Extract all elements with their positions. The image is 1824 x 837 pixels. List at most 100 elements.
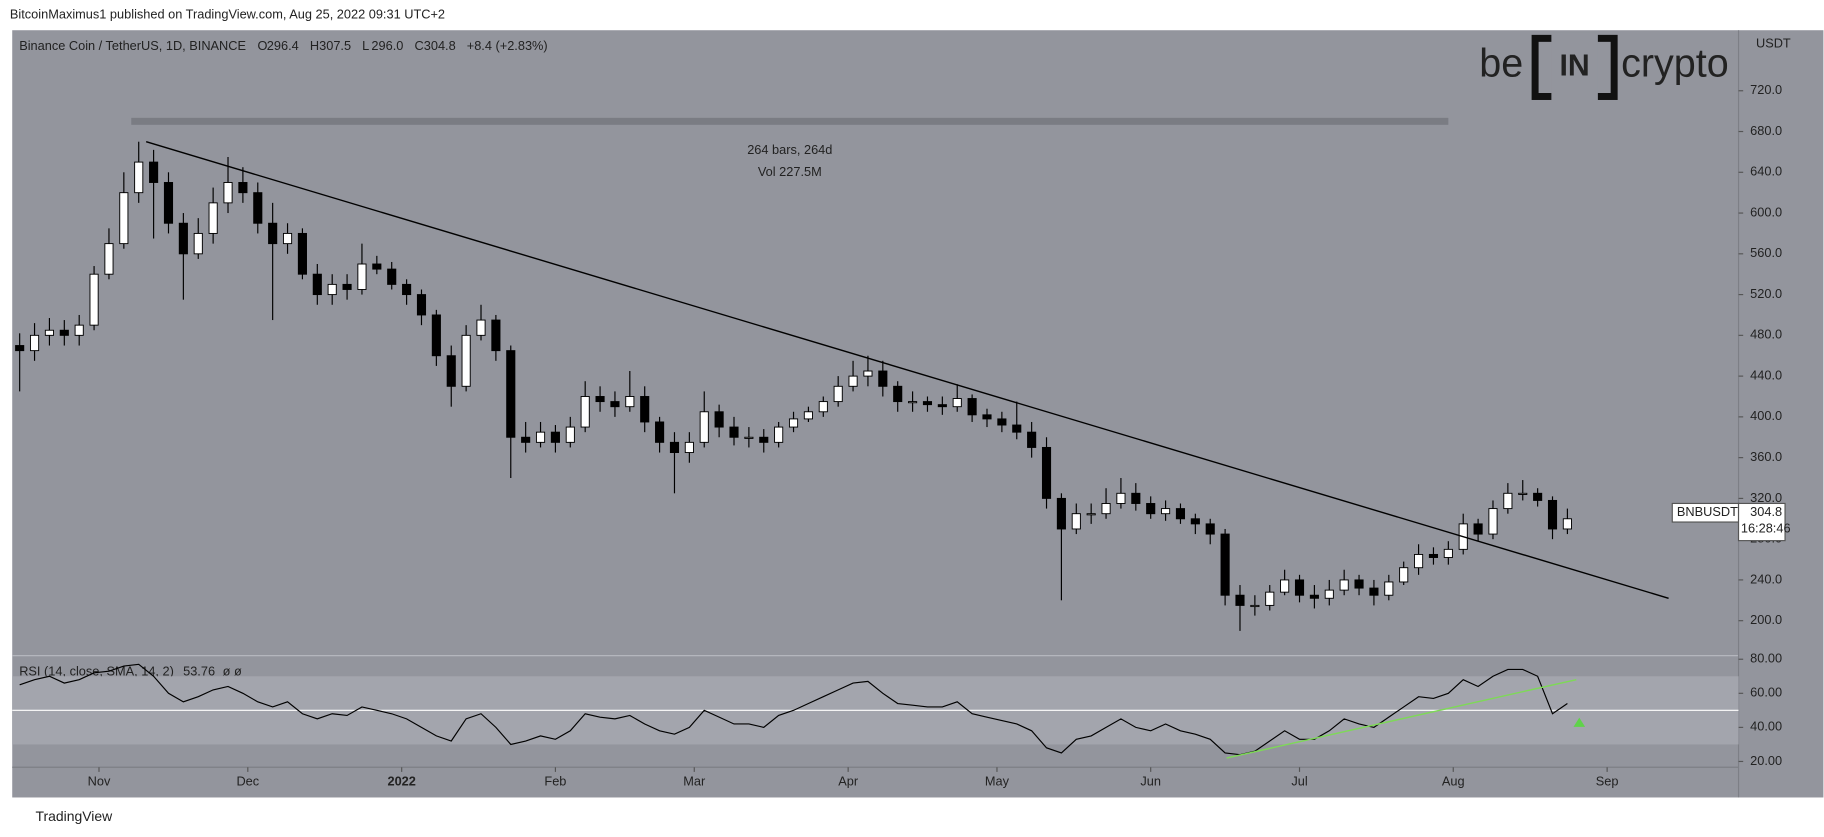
header: BitcoinMaximus1 published on TradingView… — [10, 6, 445, 21]
ohlc-value: 307.5 — [319, 38, 351, 53]
candle-body — [1354, 579, 1364, 589]
x-tick-label: Aug — [1442, 774, 1465, 789]
candle-body — [327, 283, 337, 296]
candle-body — [1533, 492, 1543, 501]
candle-body — [446, 355, 456, 387]
candle-body — [491, 319, 501, 352]
time-axis-area — [12, 767, 1739, 798]
candle-body — [119, 192, 129, 245]
candle-body — [1265, 591, 1275, 606]
candle-body — [1488, 508, 1498, 535]
candle-body — [1027, 431, 1037, 448]
candle-body — [282, 232, 293, 245]
candle-body — [535, 431, 546, 443]
candle-body — [1324, 589, 1334, 599]
x-tick-label: Feb — [544, 774, 566, 789]
y-tick-label: 200.0 — [1750, 612, 1782, 627]
rsi-title: RSI (14, close, SMA, 14, 2) — [19, 663, 174, 678]
y-tick-label: 440.0 — [1750, 367, 1782, 382]
rsi-marker — [1573, 717, 1586, 727]
logo-text: crypto — [1621, 42, 1729, 86]
candle-body — [967, 398, 977, 416]
symbol-tag-label: BNBUSDT — [1677, 504, 1738, 519]
candle-body — [312, 273, 322, 296]
ohlc-value: 304.8 — [424, 38, 456, 53]
y-tick-label: 20.00 — [1750, 753, 1782, 768]
candle-body — [44, 329, 54, 336]
candle-body — [610, 401, 620, 408]
candle-body — [268, 222, 278, 245]
candle-body — [595, 396, 605, 403]
candle-body — [387, 268, 397, 285]
ohlc-key: O — [258, 38, 268, 53]
candle-body — [982, 414, 992, 420]
candle-body — [149, 161, 159, 183]
candle-body — [759, 436, 769, 443]
candle-body — [1190, 518, 1200, 525]
candle-body — [521, 436, 531, 443]
x-tick-label: Apr — [838, 774, 859, 789]
candle-body — [15, 345, 25, 352]
price-tag-label: 304.8 — [1750, 504, 1782, 519]
candle-body — [29, 334, 40, 352]
x-tick-label: May — [985, 774, 1010, 789]
candle-body — [431, 314, 441, 357]
candle-body — [1116, 492, 1126, 504]
ohlc-value: 296.4 — [267, 38, 299, 53]
x-tick-label: 2022 — [387, 774, 415, 789]
candle-body — [208, 202, 218, 234]
candle-body — [833, 385, 843, 403]
candle-body — [788, 418, 799, 428]
candle-body — [1294, 579, 1305, 596]
candle-body — [1369, 587, 1379, 596]
candle-body — [640, 396, 650, 423]
candle-body — [1101, 503, 1111, 515]
candle-body — [253, 192, 263, 224]
measure-label: 264 bars, 264d — [747, 142, 832, 157]
candle-body — [669, 441, 680, 454]
candle-body — [134, 161, 144, 194]
candle-body — [1280, 579, 1290, 593]
candle-body — [223, 182, 233, 204]
candle-body — [818, 401, 828, 413]
candle-body — [863, 370, 873, 377]
candle-body — [565, 426, 575, 443]
ohlc-key: C — [414, 38, 423, 53]
candle-body — [416, 294, 427, 316]
candle-body — [1041, 446, 1052, 499]
candle-body — [729, 426, 739, 438]
candle-body — [1503, 492, 1513, 510]
candle-body — [297, 232, 307, 275]
candle-body — [848, 375, 858, 387]
candle-body — [774, 426, 784, 443]
ohlc-value: 296.0 — [371, 38, 403, 53]
candle-body — [1562, 518, 1572, 530]
axis-unit: USDT — [1756, 36, 1791, 51]
candle-body — [1473, 523, 1483, 535]
candle-body — [74, 324, 84, 336]
y-tick-label: 600.0 — [1750, 204, 1782, 219]
x-tick-label: Jul — [1291, 774, 1307, 789]
candle-body — [1146, 503, 1156, 515]
candle-body — [1235, 594, 1245, 606]
rsi-trendline — [1226, 678, 1577, 759]
candle-body — [1384, 581, 1394, 596]
candle-body — [163, 182, 174, 224]
candle-body — [238, 182, 248, 194]
candle-body — [1399, 567, 1409, 583]
y-tick-label: 560.0 — [1750, 245, 1782, 260]
candle-body — [193, 232, 203, 255]
y-tick-label: 520.0 — [1750, 286, 1782, 301]
x-tick-label: Sep — [1596, 774, 1619, 789]
candle-body — [625, 396, 635, 408]
symbol-title: Binance Coin / TetherUS, 1D, BINANCE — [19, 38, 246, 53]
candle-body — [997, 418, 1007, 426]
x-tick-label: Nov — [88, 774, 111, 789]
y-tick-label: 60.00 — [1750, 685, 1782, 700]
candle-body — [506, 350, 516, 438]
candle-body — [878, 370, 888, 387]
x-tick-label: Mar — [683, 774, 706, 789]
change: +8.4 (+2.83%) — [467, 38, 548, 53]
